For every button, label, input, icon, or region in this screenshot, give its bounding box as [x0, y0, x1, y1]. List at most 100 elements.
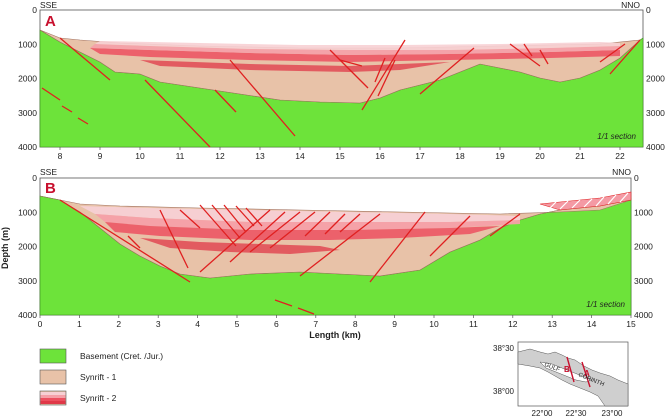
fault-line	[223, 204, 247, 233]
inset-lon-label-3: 23°00	[602, 409, 624, 418]
panel-a-x-tick-label: 19	[495, 151, 505, 161]
panel-a-left-y-tick-label: 1000	[18, 39, 37, 49]
panel-a: A SSE NNO 1/1 section 8 9 10 11 12 13 14 15 16 17…	[18, 0, 665, 161]
fault-line	[59, 37, 111, 81]
panel-b-x-tick-label: 5	[235, 319, 240, 329]
fault-line	[41, 87, 61, 101]
inset-profile-a	[581, 361, 591, 388]
panel-b-x-tick-label: 4	[195, 319, 200, 329]
panel-b-right-label: NNO	[612, 167, 631, 177]
panel-a-synrift-2-band-deep	[140, 60, 450, 72]
fault-line	[324, 213, 346, 235]
inset-lon-label-2: 22°30	[566, 409, 588, 418]
panel-b-x-tick-label: 1	[77, 319, 82, 329]
panel-a-synrift-2-band	[90, 48, 620, 62]
panel-a-right-label: NNO	[621, 0, 640, 10]
panel-b-note: 1/1 section	[586, 300, 625, 309]
panel-b-right-y-tick-label: 0	[634, 173, 639, 183]
panel-a-right-y-tick-label: 1000	[646, 39, 665, 49]
inset-lon-label-1: 22°00	[532, 409, 554, 418]
panel-b-x-tick-label: 15	[626, 319, 636, 329]
inset-marker-b: B	[564, 365, 570, 374]
panel-b-left-y-tick-label: 1000	[18, 207, 37, 217]
fault-line	[599, 43, 626, 63]
panel-a-x-tick-label: 15	[335, 151, 345, 161]
fault-line	[245, 207, 263, 227]
fault-line	[489, 213, 521, 237]
panel-a-left-y-tick-label: 3000	[18, 108, 37, 118]
panel-a-faults	[41, 37, 641, 148]
legend: Basement (Cret. /Jur.) Synrift - 1 Synri…	[39, 348, 163, 406]
panel-b: B SSE NNO 1/1 section 0 1 2 3 4 5 6 7 8 9 10 11 12 13…	[0, 167, 653, 340]
panel-a-letter: A	[45, 13, 56, 30]
panel-a-x-tick-label: 10	[135, 151, 145, 161]
fault-line	[211, 204, 241, 239]
panel-a-x-tick-label: 18	[455, 151, 465, 161]
panel-a-x-tick-label: 21	[575, 151, 585, 161]
panel-a-y-ticks-left: 0 1000 2000 3000 4000	[18, 5, 37, 152]
legend-label-synrift-2: Synrift - 2	[80, 393, 117, 403]
inset-profile-b	[566, 356, 575, 383]
fault-line	[304, 211, 331, 237]
panel-a-x-tick-label: 20	[535, 151, 545, 161]
hatch-line	[595, 196, 605, 207]
fault-line	[61, 105, 73, 113]
panel-a-left-y-tick-label: 2000	[18, 74, 37, 84]
panel-b-synrift-2-band	[105, 222, 500, 240]
fault-line	[609, 39, 641, 75]
panel-a-synrift-2-band-pale	[95, 41, 620, 50]
fault-line	[339, 59, 363, 67]
fault-line	[523, 43, 533, 57]
panel-b-x-tick-label: 8	[353, 319, 358, 329]
fault-line	[59, 199, 191, 283]
panel-b-x-tick-label: 14	[587, 319, 597, 329]
panel-b-x-tick-label: 2	[116, 319, 121, 329]
panel-b-hatch-lines	[547, 192, 629, 211]
panel-b-right-y-tick-label: 2000	[634, 242, 653, 252]
legend-swatch-synrift-2-light	[40, 395, 66, 398]
legend-swatch-synrift-1	[39, 369, 67, 385]
panel-a-left-y-tick-label: 4000	[18, 142, 37, 152]
hatch-line	[607, 194, 617, 205]
fault-line	[419, 47, 475, 95]
panel-b-x-tick-label: 11	[469, 319, 478, 329]
fault-line	[159, 209, 189, 269]
panel-b-x-tick-label: 12	[508, 319, 518, 329]
panel-b-left-y-tick-label: 4000	[18, 310, 37, 320]
panel-a-synrift-2-band-light	[90, 44, 620, 55]
panel-a-x-tick-label: 13	[255, 151, 265, 161]
legend-swatch-basement	[39, 348, 67, 364]
fault-line	[369, 211, 426, 283]
legend-swatch-synrift-2-pale	[40, 392, 66, 395]
panel-a-right-y-tick-label: 3000	[646, 108, 665, 118]
fault-line	[269, 211, 316, 249]
panel-a-x-tick-label: 8	[58, 151, 63, 161]
inset-marker-a: A	[584, 369, 590, 378]
fault-line	[361, 39, 406, 111]
panel-a-x-tick-label: 12	[215, 151, 225, 161]
panel-a-x-tick-label: 17	[415, 151, 425, 161]
fault-line	[229, 59, 296, 137]
panel-b-x-tick-label: 7	[313, 319, 318, 329]
panel-b-left-label: SSE	[40, 167, 57, 177]
panel-b-faults	[59, 199, 521, 315]
fault-line	[199, 209, 271, 273]
inset-map: B A GULF CORINTH 38°30 38°00 22°00 22°30…	[493, 341, 629, 418]
inset-lat-label-2: 38°00	[493, 387, 515, 396]
inset-map-gulf	[539, 361, 593, 383]
panel-b-left-y-tick-label: 3000	[18, 276, 37, 286]
panel-b-letter: B	[45, 180, 56, 197]
panel-a-right-y-tick-label: 0	[646, 5, 651, 15]
fault-line	[127, 235, 141, 249]
panel-a-x-tick-label: 22	[615, 151, 625, 161]
panel-a-x-ticks: 8 9 10 11 12 13 14 15 16 17 18 19 20 21 22	[58, 147, 625, 161]
panel-b-x-ticks: 0 1 2 3 4 5 6 7 8 9 10 11 12 13 14 15	[38, 315, 636, 329]
legend-swatch-synrift-2	[39, 390, 67, 406]
panel-b-y-ticks-right: 0 1000 2000 3000 4000	[634, 173, 653, 320]
fault-line	[377, 59, 396, 97]
hatch-line	[571, 199, 581, 209]
hatch-line	[559, 200, 569, 210]
panel-b-y-ticks-left: 0 1000 2000 3000 4000	[18, 173, 37, 320]
legend-label-basement: Basement (Cret. /Jur.)	[80, 351, 163, 361]
fault-line	[339, 213, 361, 233]
